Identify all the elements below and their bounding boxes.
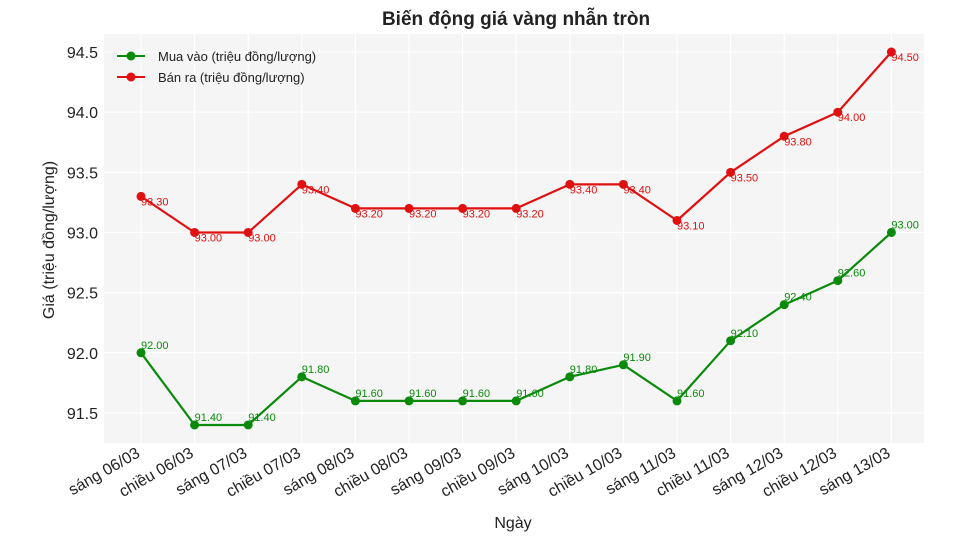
data-label: 93.20 <box>355 208 383 220</box>
data-label: 93.00 <box>248 232 276 244</box>
data-point <box>565 179 575 189</box>
data-point <box>833 107 843 117</box>
data-point <box>618 179 628 189</box>
y-tick-label: 94.5 <box>67 45 98 62</box>
data-label: 93.00 <box>891 219 919 231</box>
data-label: 91.80 <box>302 364 330 376</box>
legend-label-sell: Bán ra (triệu đồng/lượng) <box>158 70 305 85</box>
data-point <box>511 203 521 213</box>
y-tick-label: 93.0 <box>67 225 98 242</box>
chart-title: Biến động giá vàng nhẫn tròn <box>382 8 650 30</box>
data-point <box>297 179 307 189</box>
data-point <box>672 396 682 406</box>
data-label: 94.50 <box>891 52 919 64</box>
legend-label-buy: Mua vào (triệu đồng/lượng) <box>158 49 316 64</box>
data-point <box>672 215 682 225</box>
data-label: 91.40 <box>195 412 223 424</box>
data-point <box>565 372 575 382</box>
data-point <box>618 360 628 370</box>
data-point <box>404 396 414 406</box>
data-point <box>458 396 468 406</box>
y-tick-label: 91.5 <box>67 406 98 423</box>
data-label: 91.60 <box>677 388 705 400</box>
legend-marker-buy <box>126 51 136 61</box>
data-point <box>726 336 736 346</box>
data-point <box>136 191 146 201</box>
y-axis-ticks: 91.5 92.0 92.5 93.0 93.5 94.0 94.5 <box>67 45 98 423</box>
data-label: 93.20 <box>516 208 544 220</box>
series-layer: 92.00 91.40 91.40 91.80 91.60 91.60 91.60 91.60… <box>136 47 919 430</box>
data-label: 91.60 <box>409 388 437 400</box>
data-point <box>350 396 360 406</box>
data-label: 93.80 <box>784 136 812 148</box>
data-label: 93.00 <box>195 232 223 244</box>
data-point <box>190 227 200 237</box>
data-point <box>190 420 200 430</box>
data-point <box>404 203 414 213</box>
data-label: 91.90 <box>623 352 651 364</box>
data-label: 94.00 <box>838 112 866 124</box>
y-tick-label: 92.5 <box>67 286 98 303</box>
data-label: 93.10 <box>677 220 705 232</box>
data-label: 92.40 <box>784 292 812 304</box>
data-point <box>726 167 736 177</box>
legend-marker-sell <box>126 72 136 82</box>
y-tick-label: 93.5 <box>67 165 98 182</box>
data-label: 93.40 <box>623 184 651 196</box>
data-label: 92.60 <box>838 268 866 280</box>
data-point <box>779 300 789 310</box>
data-label: 93.20 <box>463 208 491 220</box>
data-label: 93.30 <box>141 196 169 208</box>
legend: Mua vào (triệu đồng/lượng) Bán ra (triệu… <box>117 49 316 85</box>
data-point <box>779 131 789 141</box>
data-label: 92.00 <box>141 340 169 352</box>
x-axis-label: Ngày <box>494 515 531 532</box>
data-label: 93.50 <box>731 172 759 184</box>
data-label: 91.60 <box>463 388 491 400</box>
plot-area <box>104 34 924 443</box>
data-point <box>297 372 307 382</box>
data-label: 91.80 <box>570 364 598 376</box>
data-point <box>458 203 468 213</box>
data-point <box>243 227 253 237</box>
y-axis-label: Giá (triệu đồng/lượng) <box>41 161 58 319</box>
grid <box>104 34 924 443</box>
data-label: 91.40 <box>248 412 276 424</box>
data-point <box>350 203 360 213</box>
data-point <box>136 348 146 358</box>
y-tick-label: 92.0 <box>67 346 98 363</box>
data-label: 91.60 <box>355 388 383 400</box>
data-label: 93.20 <box>409 208 437 220</box>
data-label: 93.40 <box>302 184 330 196</box>
data-point <box>511 396 521 406</box>
data-point <box>886 227 896 237</box>
data-label: 93.40 <box>570 184 598 196</box>
data-point <box>886 47 896 57</box>
data-label: 92.10 <box>731 328 759 340</box>
y-tick-label: 94.0 <box>67 105 98 122</box>
data-point <box>833 276 843 286</box>
data-label: 91.60 <box>516 388 544 400</box>
data-point <box>243 420 253 430</box>
